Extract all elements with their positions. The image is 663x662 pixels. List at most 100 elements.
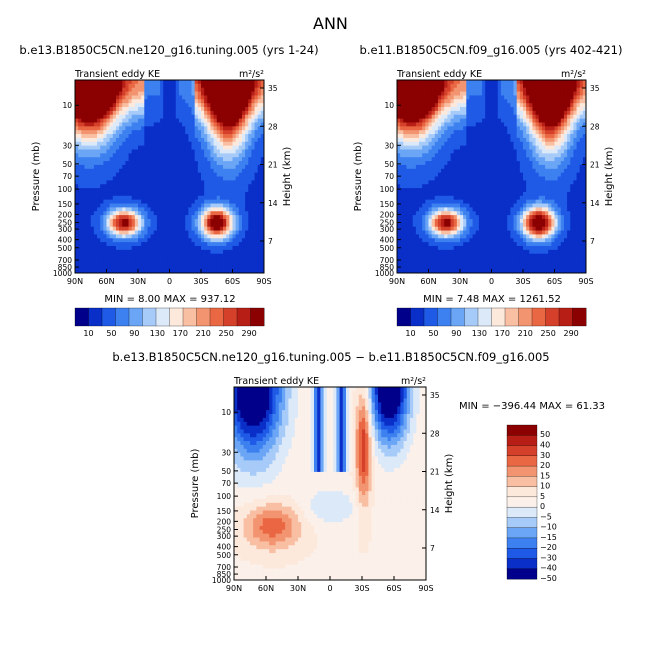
heatmap-cell — [153, 95, 158, 100]
heatmap-cell — [494, 265, 499, 270]
heatmap-cell — [485, 145, 489, 150]
heatmap-cell — [87, 269, 92, 274]
heatmap-cell — [97, 265, 101, 270]
heatmap-cell — [254, 145, 259, 150]
heatmap-cell — [144, 242, 148, 247]
heatmap-cell — [463, 137, 467, 143]
heatmap-cell — [400, 207, 404, 212]
heatmap-cell — [109, 253, 114, 258]
heatmap-cell — [201, 191, 205, 197]
heatmap-cell — [97, 203, 101, 208]
heatmap-cell — [172, 269, 177, 274]
heatmap-cell — [229, 195, 233, 201]
heatmap-cell — [153, 153, 158, 158]
y-right-tick-label: 28 — [268, 122, 278, 131]
heatmap-cell — [254, 137, 259, 143]
heatmap-cell — [248, 188, 252, 193]
heatmap-cell — [112, 87, 117, 92]
heatmap-cell — [450, 141, 455, 147]
heatmap-cell — [466, 153, 470, 158]
heatmap-cell — [500, 107, 505, 112]
heatmap-cell — [210, 80, 214, 85]
heatmap-cell — [226, 234, 230, 239]
heatmap-cell — [254, 199, 259, 204]
heatmap-cell — [441, 103, 445, 108]
heatmap-cell — [150, 191, 155, 197]
heatmap-cell — [201, 126, 205, 131]
heatmap-cell — [128, 176, 133, 181]
heatmap-cell — [112, 207, 117, 212]
heatmap-cell — [412, 130, 417, 135]
heatmap-cell — [125, 249, 129, 255]
heatmap-cell — [422, 249, 426, 255]
heatmap-cell — [78, 103, 82, 108]
heatmap-cell — [207, 203, 211, 208]
heatmap-cell — [112, 149, 117, 154]
heatmap-cell — [122, 83, 126, 89]
heatmap-cell — [472, 110, 477, 116]
heatmap-cell — [182, 114, 186, 119]
heatmap-cell — [463, 234, 467, 239]
heatmap-cell — [141, 222, 145, 228]
heatmap-cell — [437, 87, 442, 92]
heatmap-cell — [251, 218, 255, 224]
heatmap-cell — [185, 145, 189, 150]
heatmap-cell — [204, 99, 208, 104]
heatmap-cell — [169, 87, 174, 92]
heatmap-cell — [434, 80, 439, 85]
heatmap-cell — [103, 149, 107, 154]
heatmap-cell — [103, 80, 107, 85]
heatmap-cell — [251, 110, 255, 116]
heatmap-cell — [78, 137, 82, 143]
heatmap-cell — [469, 253, 473, 258]
heatmap-cell — [125, 222, 129, 228]
heatmap-cell — [453, 83, 458, 89]
heatmap-cell — [400, 149, 404, 154]
heatmap-cell — [403, 253, 407, 258]
heatmap-cell — [210, 253, 214, 258]
heatmap-cell — [223, 122, 227, 127]
heatmap-cell — [178, 145, 183, 150]
heatmap-cell — [188, 91, 192, 96]
heatmap-cell — [229, 265, 233, 270]
heatmap-cell — [106, 253, 111, 258]
heatmap-cell — [241, 126, 246, 131]
heatmap-cell — [412, 107, 417, 112]
heatmap-cell — [128, 207, 133, 212]
heatmap-cell — [453, 230, 458, 235]
heatmap-cell — [185, 83, 189, 89]
heatmap-cell — [210, 180, 214, 185]
heatmap-cell — [191, 91, 196, 96]
heatmap-cell — [109, 157, 114, 162]
heatmap-cell — [425, 176, 429, 181]
heatmap-cell — [172, 99, 177, 104]
heatmap-cell — [507, 157, 511, 162]
heatmap-cell — [188, 184, 192, 189]
heatmap-cell — [425, 203, 429, 208]
heatmap-cell — [422, 203, 426, 208]
heatmap-cell — [169, 103, 174, 108]
heatmap-cell — [494, 134, 499, 139]
heatmap-cell — [160, 215, 164, 220]
heatmap-cell — [166, 122, 170, 127]
heatmap-cell — [257, 249, 262, 255]
heatmap-cell — [122, 234, 126, 239]
heatmap-cell — [219, 191, 224, 197]
heatmap-cell — [138, 218, 142, 224]
heatmap-cell — [178, 207, 183, 212]
heatmap-cell — [147, 118, 151, 123]
heatmap-cell — [226, 145, 230, 150]
heatmap-cell — [485, 103, 489, 108]
heatmap-cell — [456, 80, 461, 85]
heatmap-cell — [128, 238, 133, 243]
heatmap-cell — [216, 95, 221, 100]
heatmap-cell — [397, 269, 401, 274]
heatmap-cell — [500, 137, 505, 143]
heatmap-cell — [437, 230, 442, 235]
heatmap-cell — [153, 199, 158, 204]
heatmap-cell — [463, 211, 467, 216]
heatmap-cell — [216, 215, 221, 220]
heatmap-cell — [248, 199, 252, 204]
heatmap-cell — [226, 110, 230, 116]
heatmap-cell — [453, 107, 458, 112]
